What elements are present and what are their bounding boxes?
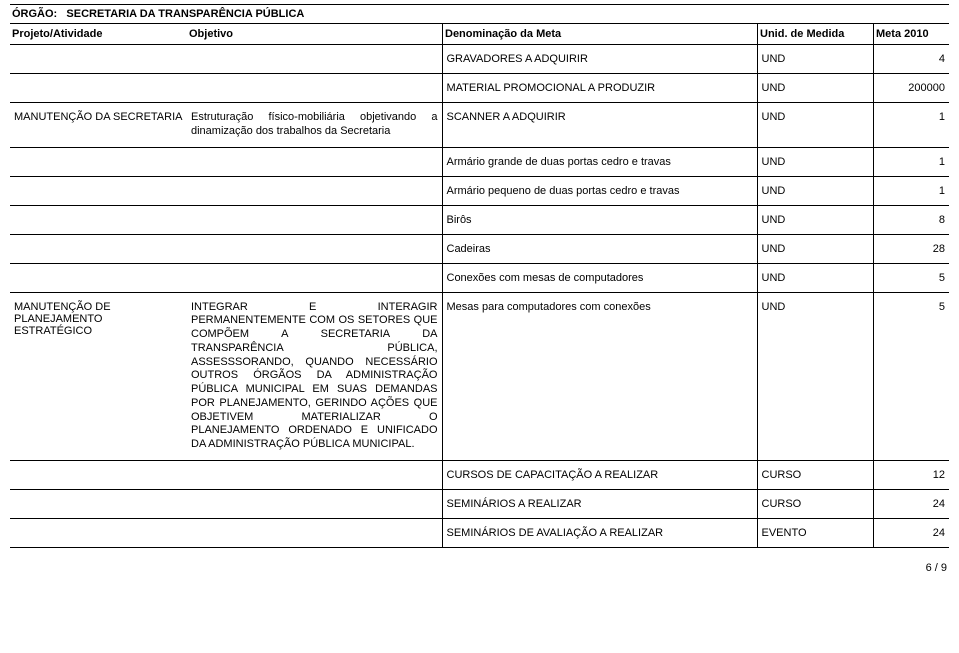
cell-objetivo bbox=[187, 263, 442, 292]
header-orgao-row: ÓRGÃO: SECRETARIA DA TRANSPARÊNCIA PÚBLI… bbox=[10, 4, 949, 24]
cell-meta: Armário grande de duas portas cedro e tr… bbox=[442, 147, 757, 176]
orgao-label: ÓRGÃO: bbox=[12, 8, 57, 20]
cell-valor: 5 bbox=[873, 263, 949, 292]
table-row: MATERIAL PROMOCIONAL A PRODUZIRUND200000 bbox=[10, 74, 949, 103]
cell-unidade: UND bbox=[757, 74, 873, 103]
cell-unidade: UND bbox=[757, 292, 873, 460]
cell-meta: SEMINÁRIOS A REALIZAR bbox=[442, 489, 757, 518]
page-number: 6 / 9 bbox=[926, 562, 947, 574]
table-row: Armário pequeno de duas portas cedro e t… bbox=[10, 176, 949, 205]
col-header-meta: Denominação da Meta bbox=[442, 24, 757, 44]
cell-valor: 12 bbox=[873, 460, 949, 489]
cell-unidade: CURSO bbox=[757, 460, 873, 489]
cell-valor: 5 bbox=[873, 292, 949, 460]
cell-projeto: MANUTENÇÃO DE PLANEJAMENTO ESTRATÉGICO bbox=[10, 292, 187, 460]
cell-projeto: MANUTENÇÃO DA SECRETARIA bbox=[10, 103, 187, 148]
cell-valor: 24 bbox=[873, 489, 949, 518]
cell-unidade: CURSO bbox=[757, 489, 873, 518]
cell-projeto bbox=[10, 263, 187, 292]
cell-objetivo: Estruturação físico-mobiliária objetivan… bbox=[187, 103, 442, 148]
cell-valor: 28 bbox=[873, 234, 949, 263]
cell-projeto bbox=[10, 489, 187, 518]
cell-objetivo bbox=[187, 489, 442, 518]
cell-projeto bbox=[10, 74, 187, 103]
cell-valor: 1 bbox=[873, 147, 949, 176]
cell-unidade: UND bbox=[757, 263, 873, 292]
cell-meta: GRAVADORES A ADQUIRIR bbox=[442, 45, 757, 74]
table-row: GRAVADORES A ADQUIRIRUND4 bbox=[10, 45, 949, 74]
cell-objetivo: INTEGRAR E INTERAGIR PERMANENTEMENTE COM… bbox=[187, 292, 442, 460]
cell-valor: 4 bbox=[873, 45, 949, 74]
table-row: CadeirasUND28 bbox=[10, 234, 949, 263]
col-header-objetivo: Objetivo bbox=[187, 24, 442, 44]
cell-projeto bbox=[10, 234, 187, 263]
cell-unidade: EVENTO bbox=[757, 518, 873, 547]
orgao-value: SECRETARIA DA TRANSPARÊNCIA PÚBLICA bbox=[66, 8, 304, 20]
cell-projeto bbox=[10, 518, 187, 547]
table-row: BirôsUND8 bbox=[10, 205, 949, 234]
cell-objetivo bbox=[187, 518, 442, 547]
table-row: MANUTENÇÃO DE PLANEJAMENTO ESTRATÉGICOIN… bbox=[10, 292, 949, 460]
cell-unidade: UND bbox=[757, 103, 873, 148]
cell-projeto bbox=[10, 176, 187, 205]
table-row: Conexões com mesas de computadoresUND5 bbox=[10, 263, 949, 292]
col-header-valor: Meta 2010 bbox=[873, 24, 949, 44]
cell-valor: 1 bbox=[873, 103, 949, 148]
metas-table: GRAVADORES A ADQUIRIRUND4MATERIAL PROMOC… bbox=[10, 45, 949, 548]
cell-meta: SEMINÁRIOS DE AVALIAÇÃO A REALIZAR bbox=[442, 518, 757, 547]
cell-meta: Mesas para computadores com conexões bbox=[442, 292, 757, 460]
cell-objetivo bbox=[187, 45, 442, 74]
cell-objetivo bbox=[187, 205, 442, 234]
cell-projeto bbox=[10, 460, 187, 489]
cell-valor: 8 bbox=[873, 205, 949, 234]
cell-unidade: UND bbox=[757, 205, 873, 234]
table-row: MANUTENÇÃO DA SECRETARIAEstruturação fís… bbox=[10, 103, 949, 148]
cell-valor: 1 bbox=[873, 176, 949, 205]
cell-unidade: UND bbox=[757, 176, 873, 205]
cell-projeto bbox=[10, 45, 187, 74]
cell-meta: Birôs bbox=[442, 205, 757, 234]
cell-objetivo bbox=[187, 74, 442, 103]
cell-unidade: UND bbox=[757, 147, 873, 176]
cell-valor: 200000 bbox=[873, 74, 949, 103]
cell-projeto bbox=[10, 147, 187, 176]
cell-meta: MATERIAL PROMOCIONAL A PRODUZIR bbox=[442, 74, 757, 103]
cell-unidade: UND bbox=[757, 45, 873, 74]
table-row: CURSOS DE CAPACITAÇÃO A REALIZARCURSO12 bbox=[10, 460, 949, 489]
cell-unidade: UND bbox=[757, 234, 873, 263]
cell-objetivo bbox=[187, 234, 442, 263]
cell-meta: SCANNER A ADQUIRIR bbox=[442, 103, 757, 148]
col-header-unidade: Unid. de Medida bbox=[757, 24, 873, 44]
cell-meta: Armário pequeno de duas portas cedro e t… bbox=[442, 176, 757, 205]
cell-valor: 24 bbox=[873, 518, 949, 547]
cell-objetivo bbox=[187, 147, 442, 176]
cell-meta: CURSOS DE CAPACITAÇÃO A REALIZAR bbox=[442, 460, 757, 489]
cell-objetivo bbox=[187, 460, 442, 489]
header-columns-row: Projeto/Atividade Objetivo Denominação d… bbox=[10, 24, 949, 45]
page-footer: 6 / 9 bbox=[10, 548, 949, 574]
cell-meta: Conexões com mesas de computadores bbox=[442, 263, 757, 292]
table-row: Armário grande de duas portas cedro e tr… bbox=[10, 147, 949, 176]
cell-projeto bbox=[10, 205, 187, 234]
cell-meta: Cadeiras bbox=[442, 234, 757, 263]
table-row: SEMINÁRIOS A REALIZARCURSO24 bbox=[10, 489, 949, 518]
cell-objetivo bbox=[187, 176, 442, 205]
table-row: SEMINÁRIOS DE AVALIAÇÃO A REALIZAREVENTO… bbox=[10, 518, 949, 547]
col-header-projeto: Projeto/Atividade bbox=[10, 24, 187, 44]
